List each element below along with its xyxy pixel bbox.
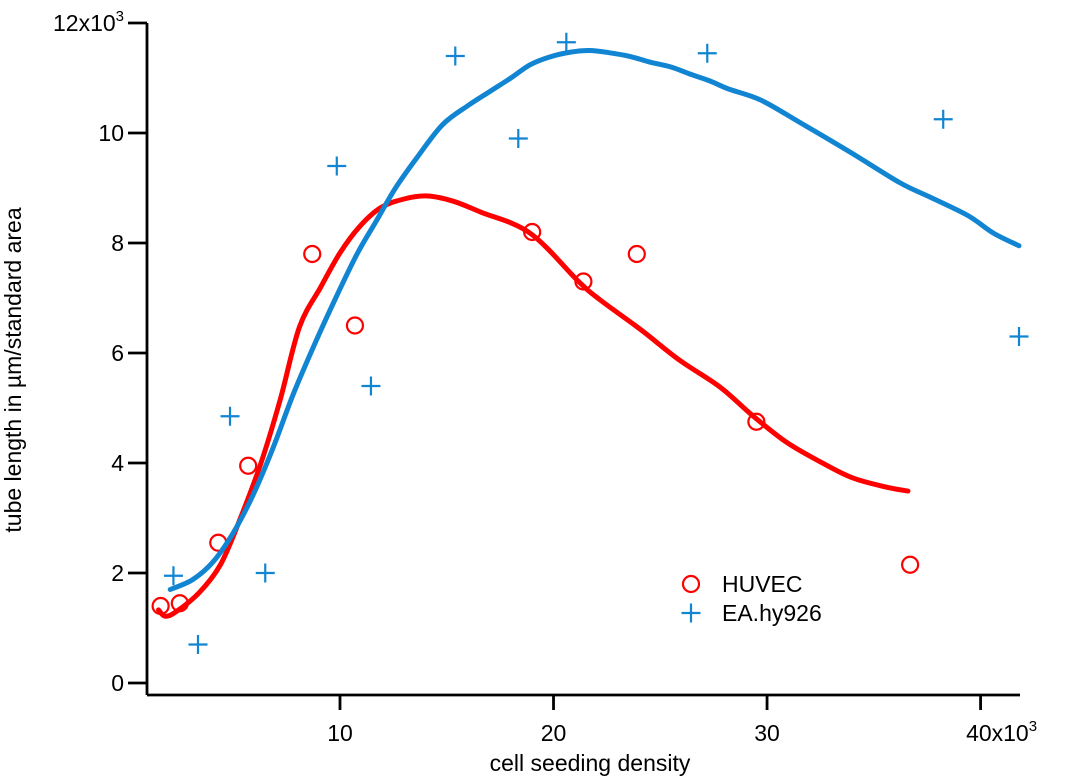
- y-axis: 0 2 4 6 8 10 12x103 tube length in µm/standard…: [0, 8, 149, 696]
- huvec-data-point: [627, 244, 646, 264]
- x-axis: 10 20 30 40x103 cell seeding density: [147, 693, 1037, 776]
- eahy926-fit-curve: [167, 47, 1022, 592]
- huvec-data-point: [303, 244, 322, 264]
- huvec-data-point: [345, 316, 365, 335]
- huvec-data-point: [901, 555, 920, 574]
- y-tick-label: 8: [111, 230, 124, 256]
- huvec-data-point: [170, 594, 189, 613]
- eahy926-data-point: [1009, 327, 1029, 346]
- legend: HUVEC EA.hy926: [681, 571, 822, 626]
- x-tick-label: 20: [541, 720, 567, 746]
- x-ticks: 10 20 30 40x103: [327, 695, 1037, 746]
- eahy926-data-point: [220, 406, 240, 426]
- y-tick-label: 10: [98, 120, 124, 146]
- y-ticks: 0 2 4 6 8 10 12x103: [53, 8, 147, 696]
- eahy926-marker-icon: [681, 603, 701, 623]
- y-axis-title: tube length in µm/standard area: [0, 207, 26, 532]
- eahy926-data-point: [188, 635, 208, 654]
- huvec-marker-icon: [681, 574, 701, 594]
- y-tick-label: 0: [111, 670, 124, 696]
- eahy926-data-point: [163, 566, 183, 586]
- eahy926-data-point: [556, 32, 576, 52]
- y-tick-label: 4: [111, 450, 124, 476]
- x-tick-label: 40x103: [966, 718, 1037, 746]
- x-axis-title: cell seeding density: [490, 750, 691, 776]
- huvec-data-point: [151, 596, 170, 616]
- huvec-data-point: [747, 412, 766, 431]
- eahy926-data-point: [361, 376, 381, 396]
- huvec-data-point: [239, 456, 258, 475]
- huvec-data-point: [574, 272, 593, 291]
- plot-series: [151, 32, 1029, 654]
- legend-label-eahy926: EA.hy926: [722, 600, 822, 626]
- x-tick-label: 10: [327, 720, 353, 746]
- eahy926-data-point: [255, 563, 275, 583]
- huvec-data-point: [523, 222, 542, 242]
- eahy926-data-point: [445, 46, 465, 66]
- y-tick-label: 6: [111, 340, 124, 366]
- legend-label-huvec: HUVEC: [722, 571, 803, 597]
- eahy926-data-point: [933, 109, 953, 129]
- eahy926-data-point: [697, 43, 717, 63]
- huvec-fit-curve: [155, 193, 911, 619]
- x-tick-label: 30: [754, 720, 780, 746]
- eahy926-data-point: [327, 156, 347, 176]
- eahy926-data-point: [508, 129, 528, 148]
- y-tick-label: 2: [111, 560, 124, 586]
- y-tick-label: 12x103: [53, 8, 124, 36]
